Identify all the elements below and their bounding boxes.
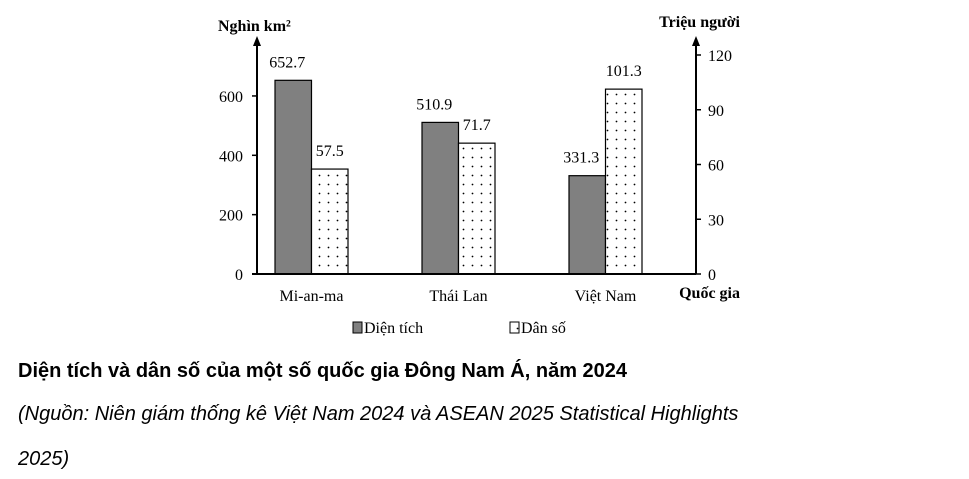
data-label: 331.3	[563, 150, 599, 167]
source-line-2: 2025)	[18, 448, 70, 470]
x-tick-label: Thái Lan	[429, 288, 487, 305]
legend-label: Dân số	[521, 320, 566, 337]
bar-dan-so	[604, 88, 643, 275]
y-left-tick-label: 0	[235, 267, 243, 284]
legend-label: Diện tích	[364, 320, 423, 337]
source-line-1: (Nguồn: Niên giám thống kê Việt Nam 2024…	[18, 403, 739, 425]
legend-swatch-dan-so	[509, 321, 520, 334]
y-left-tick-label: 200	[219, 208, 243, 225]
chart-title: Diện tích và dân số của một số quốc gia …	[18, 360, 628, 382]
data-label: 101.3	[606, 63, 642, 80]
bar-dien-tich	[274, 79, 313, 275]
y-right-tick-label: 90	[708, 103, 724, 120]
bar-dien-tich	[421, 121, 460, 275]
legend-swatch-dien-tich	[352, 321, 363, 334]
data-label: 57.5	[316, 143, 344, 160]
y-right-tick-label: 0	[708, 267, 716, 284]
data-label: 71.7	[463, 117, 491, 134]
y-right-tick-label: 30	[708, 212, 724, 229]
x-tick-label: Mi-an-ma	[280, 288, 344, 305]
bar-dan-so	[457, 142, 496, 275]
bar-dien-tich	[568, 175, 607, 275]
y-left-label: Nghìn km²	[218, 18, 291, 35]
bar-dan-so	[310, 168, 349, 275]
y-right-arrow	[692, 36, 700, 46]
y-left-tick-label: 400	[219, 148, 243, 165]
x-tick-label: Việt Nam	[575, 288, 637, 305]
data-label: 652.7	[269, 54, 305, 71]
y-right-label: Triệu người	[659, 14, 740, 31]
legend: Diện tích Dân số	[352, 320, 566, 337]
data-label: 510.9	[416, 96, 452, 113]
y-left-arrow	[253, 36, 261, 46]
x-axis-label: Quốc gia	[679, 285, 740, 302]
y-right-tick-label: 120	[708, 48, 732, 65]
y-right-tick-label: 60	[708, 158, 724, 175]
chart: 652.7 57.5 510.9 71.7 331.3 101.3 0 200 400 600 0…	[218, 14, 741, 337]
y-left-tick-label: 600	[219, 89, 243, 106]
